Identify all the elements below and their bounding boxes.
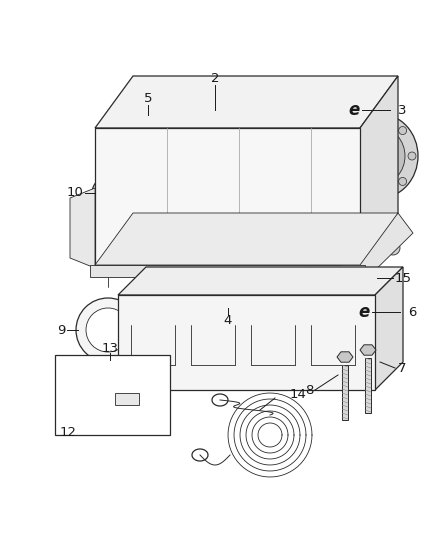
Ellipse shape	[102, 179, 124, 207]
Ellipse shape	[344, 152, 352, 160]
Ellipse shape	[210, 84, 276, 124]
Ellipse shape	[73, 381, 101, 409]
Ellipse shape	[191, 377, 201, 387]
Text: 8: 8	[304, 384, 313, 397]
Ellipse shape	[65, 373, 109, 417]
Ellipse shape	[342, 137, 354, 149]
Bar	[365, 358, 371, 413]
Ellipse shape	[144, 114, 152, 122]
Text: 10: 10	[66, 187, 83, 199]
Ellipse shape	[386, 241, 400, 255]
Text: 4: 4	[224, 313, 232, 327]
Ellipse shape	[185, 118, 249, 138]
Ellipse shape	[355, 128, 405, 184]
Ellipse shape	[353, 126, 361, 134]
Ellipse shape	[399, 177, 406, 185]
Ellipse shape	[95, 171, 131, 215]
Ellipse shape	[140, 110, 156, 126]
Ellipse shape	[121, 385, 133, 395]
Text: 5: 5	[144, 92, 152, 104]
Ellipse shape	[290, 89, 340, 119]
Ellipse shape	[342, 114, 418, 198]
Text: 15: 15	[395, 271, 412, 285]
Text: e: e	[349, 101, 360, 119]
Polygon shape	[360, 76, 398, 265]
Ellipse shape	[92, 177, 124, 209]
Text: 7: 7	[398, 361, 406, 375]
Ellipse shape	[360, 270, 376, 286]
Polygon shape	[301, 245, 366, 265]
Polygon shape	[95, 213, 398, 265]
Ellipse shape	[221, 298, 235, 312]
Ellipse shape	[282, 84, 348, 124]
Ellipse shape	[138, 84, 204, 124]
Ellipse shape	[133, 377, 143, 387]
Ellipse shape	[399, 126, 406, 134]
Ellipse shape	[249, 377, 259, 387]
Ellipse shape	[376, 116, 384, 124]
Bar	[90, 265, 365, 277]
Polygon shape	[340, 213, 413, 285]
Bar	[342, 365, 348, 420]
Text: 13: 13	[102, 342, 119, 354]
Ellipse shape	[307, 377, 317, 387]
Ellipse shape	[191, 298, 201, 308]
Text: 9: 9	[57, 324, 65, 336]
Ellipse shape	[376, 188, 384, 196]
Ellipse shape	[257, 118, 321, 138]
Ellipse shape	[307, 298, 317, 308]
Text: 12: 12	[60, 425, 77, 439]
Ellipse shape	[408, 152, 416, 160]
Polygon shape	[213, 245, 278, 265]
Polygon shape	[337, 352, 353, 362]
Text: 14: 14	[290, 389, 307, 401]
Bar	[118, 295, 375, 390]
Ellipse shape	[364, 274, 372, 282]
Text: e: e	[359, 303, 370, 321]
Ellipse shape	[111, 378, 143, 402]
Text: 2: 2	[211, 71, 219, 85]
Polygon shape	[118, 267, 403, 295]
Bar	[55, 355, 170, 435]
Polygon shape	[70, 188, 95, 268]
Ellipse shape	[342, 244, 354, 256]
Ellipse shape	[101, 137, 113, 149]
Ellipse shape	[365, 377, 375, 387]
Bar	[115, 393, 139, 405]
Ellipse shape	[101, 244, 113, 256]
Bar	[95, 128, 360, 265]
Ellipse shape	[236, 367, 260, 383]
Polygon shape	[125, 245, 190, 265]
Polygon shape	[95, 76, 398, 128]
Ellipse shape	[249, 298, 259, 308]
Ellipse shape	[113, 118, 177, 138]
Ellipse shape	[86, 308, 130, 352]
Ellipse shape	[133, 298, 143, 308]
Ellipse shape	[99, 184, 117, 202]
Ellipse shape	[146, 89, 196, 119]
Ellipse shape	[353, 177, 361, 185]
Text: 6: 6	[408, 305, 417, 319]
Polygon shape	[360, 345, 376, 355]
Ellipse shape	[225, 302, 231, 308]
Polygon shape	[375, 267, 403, 390]
Ellipse shape	[218, 89, 268, 119]
Ellipse shape	[76, 298, 140, 362]
Ellipse shape	[365, 298, 375, 308]
Text: 3: 3	[398, 103, 406, 117]
